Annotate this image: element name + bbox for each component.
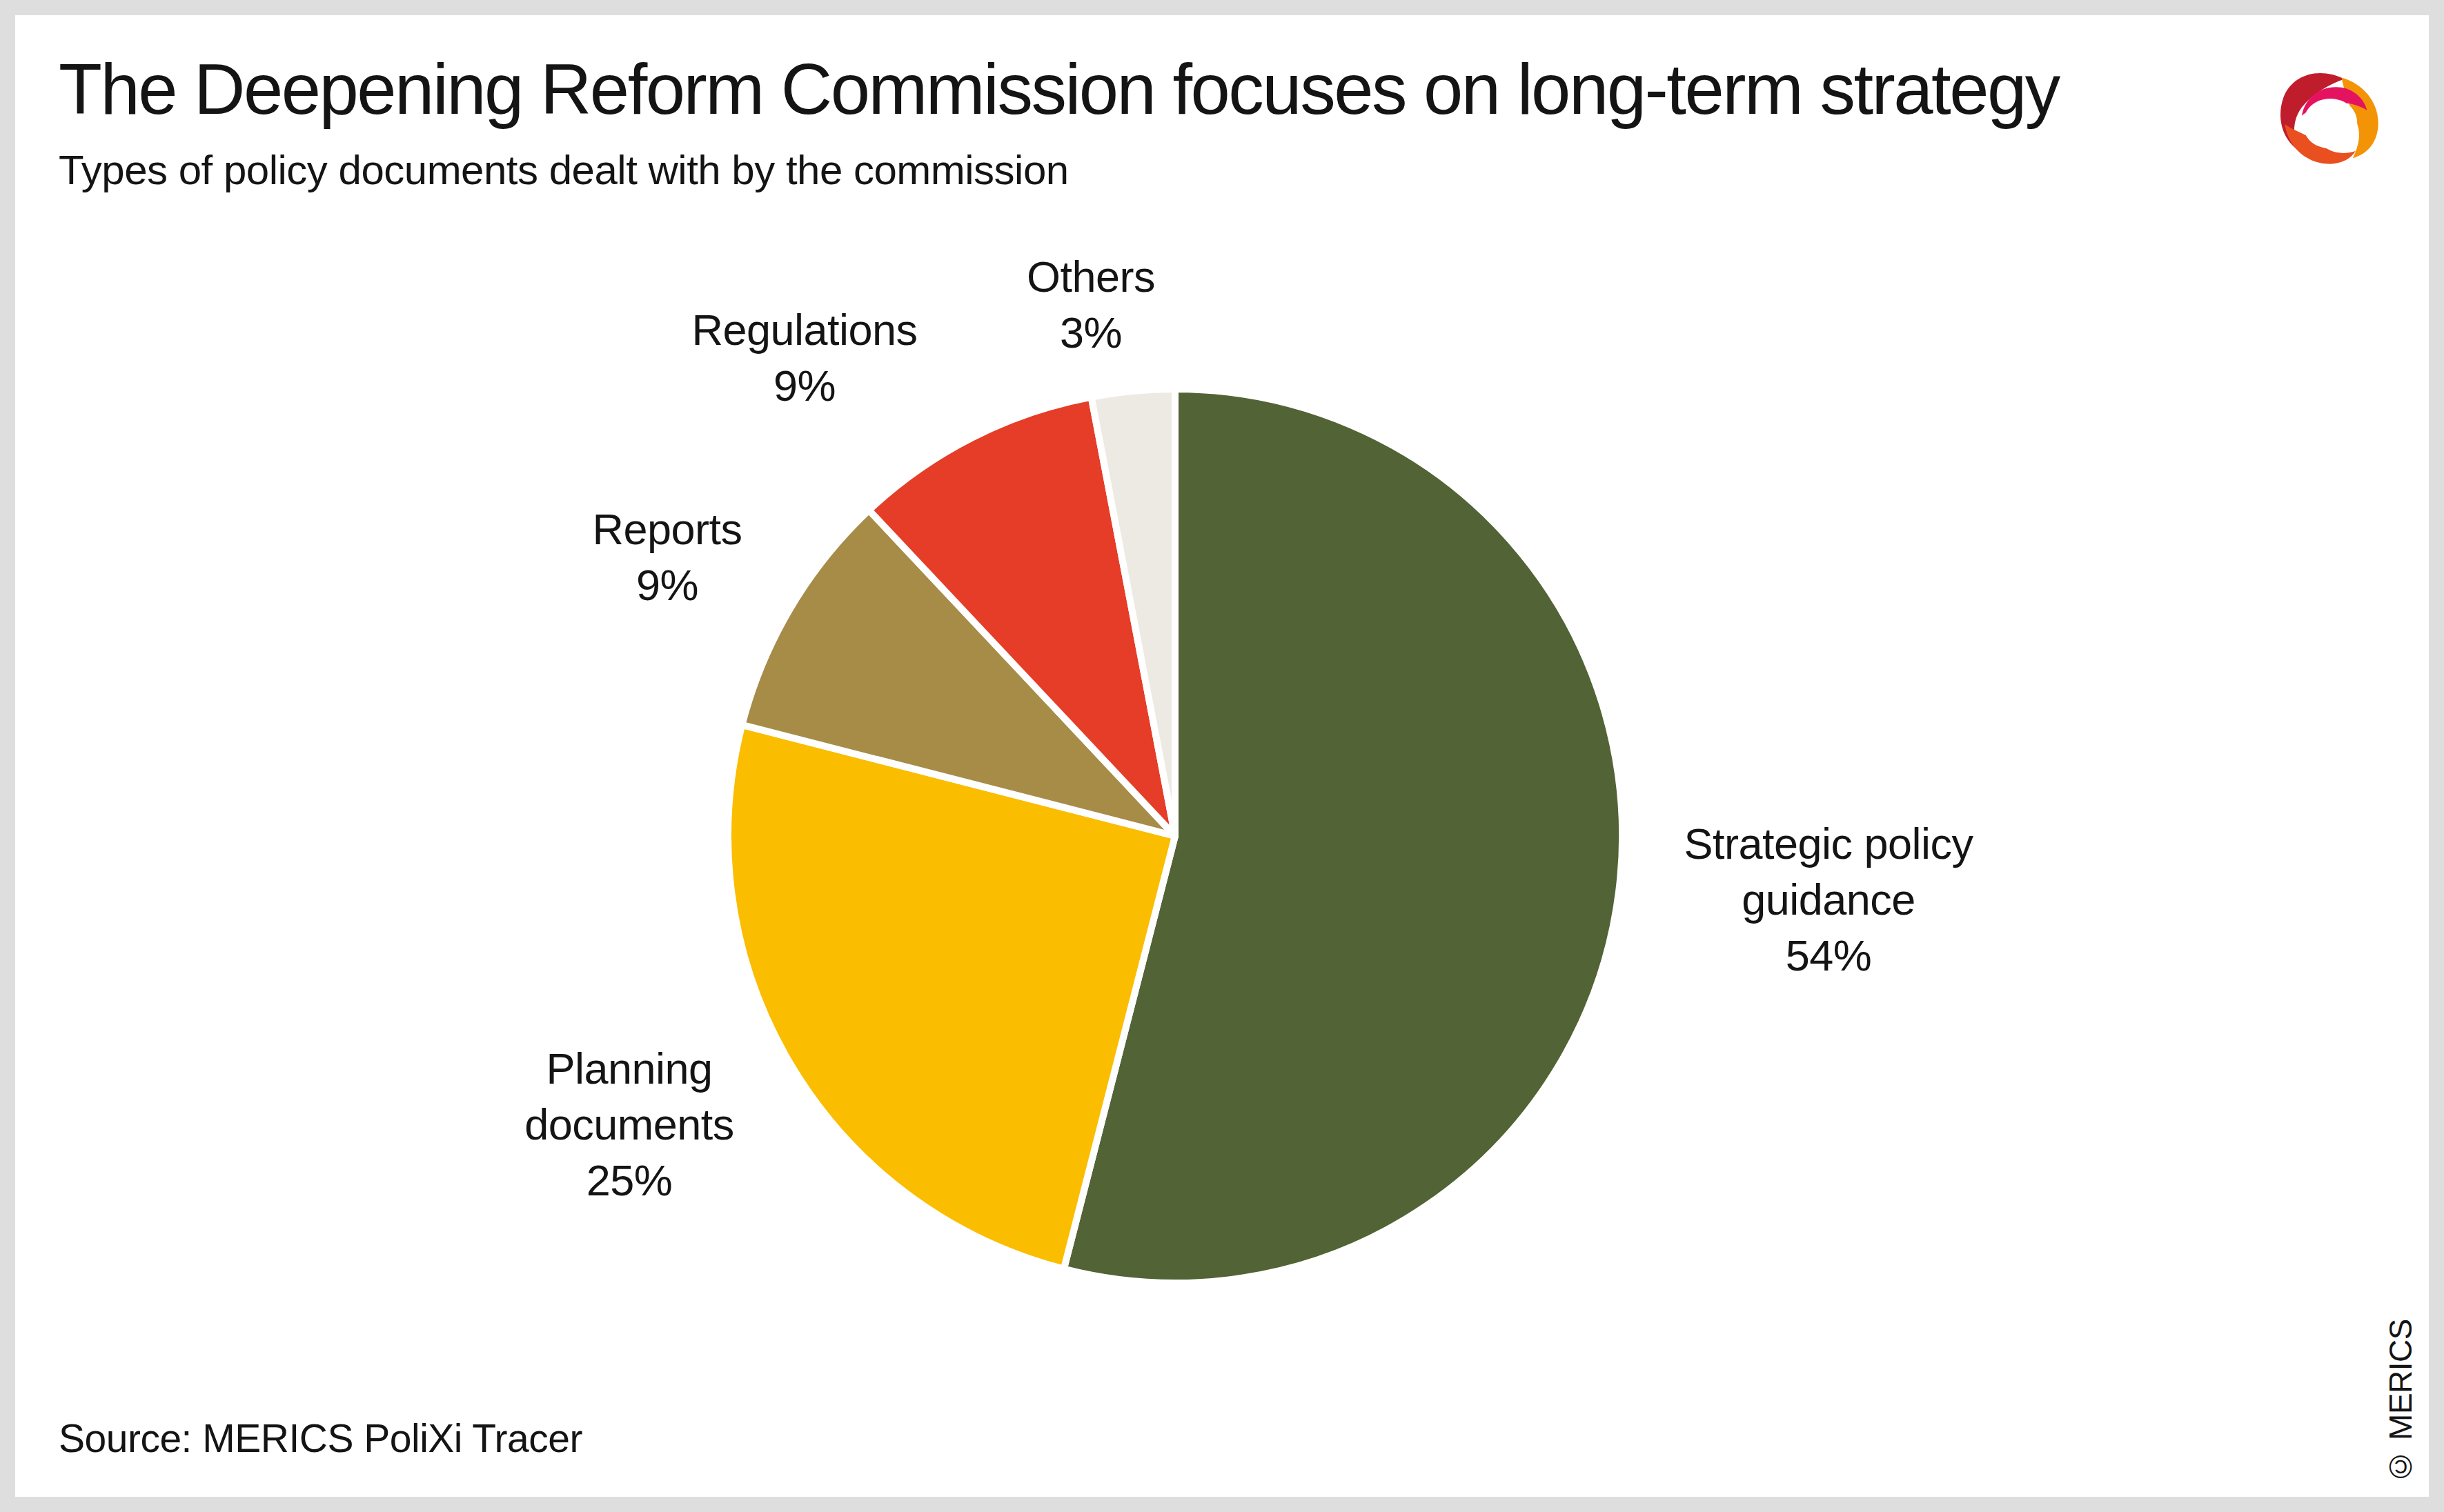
pie-label-line: Strategic policy [1684, 816, 1973, 872]
copyright-note: © MERICS [2382, 1319, 2419, 1484]
pie-chart [692, 353, 1658, 1319]
pie-label-line: Others [1027, 249, 1155, 305]
pie-label-line: documents [524, 1097, 734, 1153]
pie-label-line: Reports [592, 501, 742, 557]
chart-subtitle: Types of policy documents dealt with by … [59, 146, 1069, 194]
pie-label-percent: 9% [691, 358, 917, 414]
pie-label-strategic-policy-guidance: Strategic policyguidance54% [1684, 816, 1973, 984]
source-note: Source: MERICS PoliXi Tracer [59, 1415, 582, 1461]
pie-label-planning-documents: Planningdocuments25% [524, 1041, 734, 1208]
chart-title: The Deepening Reform Commission focuses … [59, 52, 2059, 127]
pie-label-percent: 54% [1684, 928, 1973, 984]
pie-label-regulations: Regulations9% [691, 302, 917, 414]
pie-label-line: guidance [1684, 872, 1973, 928]
logo-hole [2303, 99, 2357, 148]
merics-logo-icon [2274, 62, 2387, 178]
pie-label-line: Planning [524, 1041, 734, 1097]
pie-label-percent: 3% [1027, 305, 1155, 361]
pie-label-line: Regulations [691, 302, 917, 358]
infographic: { "header": { "title": "The Deepening Re… [0, 0, 2444, 1512]
pie-label-percent: 9% [592, 557, 742, 613]
pie-label-percent: 25% [524, 1153, 734, 1208]
pie-label-others: Others3% [1027, 249, 1155, 361]
pie-label-reports: Reports9% [592, 501, 742, 613]
